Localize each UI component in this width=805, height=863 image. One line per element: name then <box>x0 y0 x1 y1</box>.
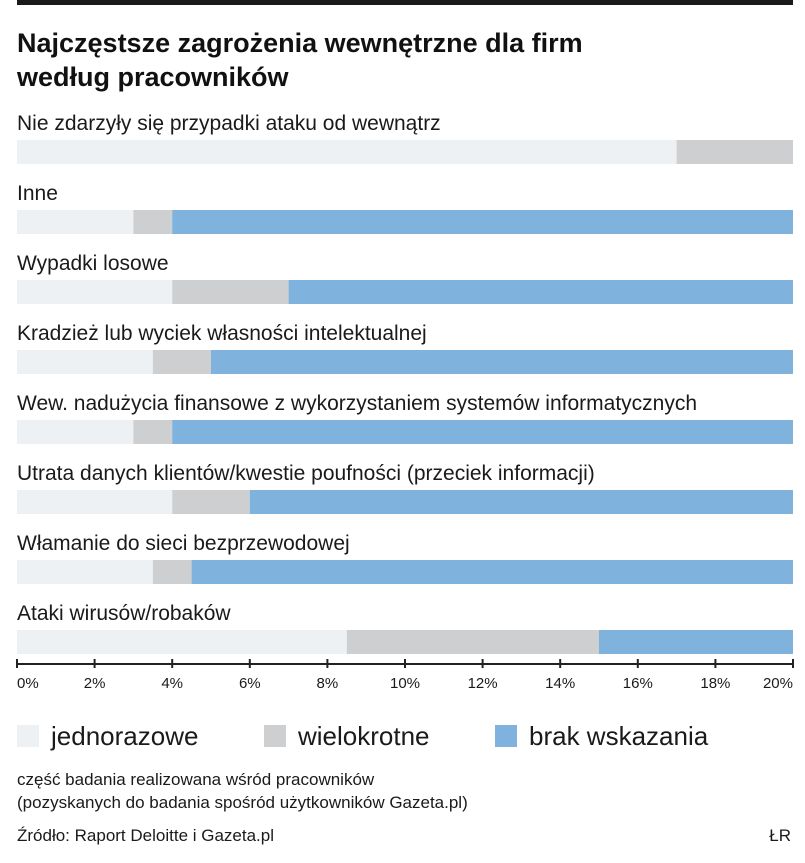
x-tick-label: 20% <box>763 675 793 692</box>
bar-segment-jednorazowe <box>17 630 347 654</box>
bar-segment-wielokrotne <box>172 490 250 514</box>
stacked-bar-chart: Nie zdarzyły się przypadki ataku od wewn… <box>16 112 794 692</box>
bar-segment-jednorazowe <box>17 350 153 374</box>
x-tick-label: 2% <box>84 675 106 692</box>
author-initials: ŁR <box>769 826 791 845</box>
legend-swatch-wielokrotne <box>264 725 286 747</box>
legend-swatch-brak-wskazania <box>495 725 517 747</box>
x-tick-label: 0% <box>17 675 39 692</box>
category-label: Nie zdarzyły się przypadki ataku od wewn… <box>17 112 441 135</box>
bar-segment-jednorazowe <box>17 210 134 234</box>
bar-segment-wielokrotne <box>172 280 289 304</box>
bar-segment-wielokrotne <box>676 140 793 164</box>
bar-segment-wielokrotne <box>133 420 173 444</box>
bar-segment-wielokrotne <box>152 350 211 374</box>
chart-title-line-2: według pracowników <box>17 62 289 92</box>
chart-title: Najczęstsze zagrożenia wewnętrzne dla fi… <box>17 26 787 94</box>
top-rule <box>17 0 793 5</box>
x-tick-label: 10% <box>390 675 420 692</box>
legend-label-wielokrotne: wielokrotne <box>298 720 430 751</box>
bar-segment-wielokrotne <box>133 210 173 234</box>
bar-segment-jednorazowe <box>17 140 677 164</box>
category-label: Inne <box>17 182 58 205</box>
x-tick-label: 12% <box>468 675 498 692</box>
legend-label-jednorazowe: jednorazowe <box>51 720 199 751</box>
category-label: Włamanie do sieci bezprzewodowej <box>17 532 350 555</box>
legend-label-brak-wskazania: brak wskazania <box>529 720 709 751</box>
bar-segment-brak-wskazania <box>599 630 793 654</box>
x-tick-label: 4% <box>161 675 183 692</box>
legend-swatch-jednorazowe <box>17 725 39 747</box>
legend: jednorazowe wielokrotne brak wskazania <box>17 718 797 754</box>
category-label: Wew. nadużycia finansowe z wykorzystanie… <box>17 392 697 415</box>
bar-segment-jednorazowe <box>17 560 153 584</box>
x-tick-label: 14% <box>545 675 575 692</box>
bar-segment-brak-wskazania <box>249 490 794 514</box>
survey-note-line-1: część badania realizowana wśród pracowni… <box>17 770 375 789</box>
bar-segment-brak-wskazania <box>172 210 793 234</box>
x-tick-label: 6% <box>239 675 261 692</box>
legend-item-brak-wskazania: brak wskazania <box>495 718 708 754</box>
x-tick-label: 16% <box>623 675 653 692</box>
x-tick-label: 8% <box>317 675 339 692</box>
legend-item-jednorazowe: jednorazowe <box>17 718 198 754</box>
category-label: Wypadki losowe <box>17 252 169 275</box>
x-tick-label: 18% <box>700 675 730 692</box>
bar-segment-jednorazowe <box>17 280 173 304</box>
survey-note: część badania realizowana wśród pracowni… <box>17 768 468 814</box>
bar-segment-wielokrotne <box>152 560 192 584</box>
bar-segment-brak-wskazania <box>211 350 793 374</box>
bar-segment-jednorazowe <box>17 490 173 514</box>
bar-segment-wielokrotne <box>346 630 599 654</box>
source-text: Źródło: Raport Deloitte i Gazeta.pl <box>17 826 275 845</box>
bar-segment-brak-wskazania <box>172 420 793 444</box>
survey-note-line-2: (pozyskanych do badania spośród użytkown… <box>17 793 468 812</box>
legend-item-wielokrotne: wielokrotne <box>264 718 430 754</box>
category-label: Utrata danych klientów/kwestie poufności… <box>17 462 595 485</box>
category-label: Kradzież lub wyciek własności intelektua… <box>17 322 427 345</box>
bar-segment-brak-wskazania <box>191 560 794 584</box>
category-label: Ataki wirusów/robaków <box>17 602 231 625</box>
bar-segment-jednorazowe <box>17 420 134 444</box>
bar-segment-brak-wskazania <box>288 280 793 304</box>
chart-title-line-1: Najczęstsze zagrożenia wewnętrzne dla fi… <box>17 28 583 58</box>
